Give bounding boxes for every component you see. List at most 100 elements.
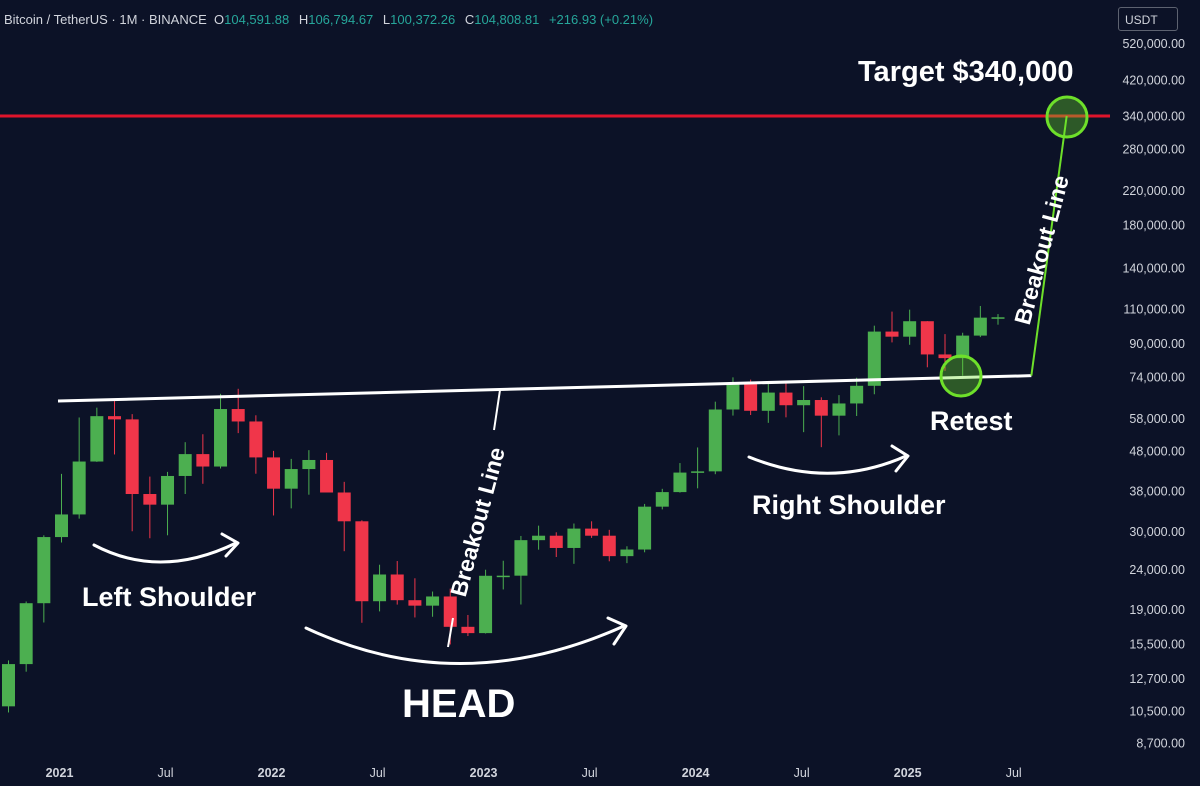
- candle-body: [108, 416, 122, 420]
- price-tick-label: 140,000.00: [1122, 261, 1185, 275]
- time-tick-label: 2023: [470, 766, 498, 780]
- candle-body: [744, 383, 758, 411]
- candle-body: [620, 549, 634, 557]
- candle-body: [284, 469, 298, 489]
- candle-body: [814, 400, 828, 416]
- candle-body: [90, 416, 104, 462]
- candle-body: [479, 575, 493, 634]
- time-tick-label: 2021: [46, 766, 74, 780]
- candle-body: [55, 514, 68, 538]
- candle-body: [196, 454, 210, 467]
- candle-body: [125, 419, 139, 495]
- candle-body: [1, 664, 15, 707]
- candle-body: [991, 317, 1005, 319]
- candle-body: [973, 317, 987, 336]
- target-annotation: Target $340,000: [858, 56, 1074, 88]
- candle-body: [638, 506, 652, 550]
- price-tick-label: 12,700.00: [1129, 672, 1185, 686]
- candle-body: [249, 421, 263, 458]
- candle-body: [267, 457, 281, 489]
- candle-body: [726, 383, 740, 410]
- breakout-leader-line-lower: [447, 617, 454, 648]
- price-tick-label: 30,000.00: [1129, 525, 1185, 539]
- candle-body: [337, 492, 351, 522]
- open-label: O: [214, 12, 225, 27]
- close-value: 104,808.81: [474, 12, 540, 27]
- high-value: 106,794.67: [308, 12, 374, 27]
- breakout-leader-line: [493, 389, 501, 431]
- candle-body: [885, 331, 899, 337]
- price-tick-label: 15,500.00: [1129, 638, 1185, 652]
- right-shoulder-arc: [747, 454, 908, 475]
- candle-body: [355, 521, 369, 602]
- price-tick-label: 8,700.00: [1136, 737, 1185, 751]
- candle-body: [231, 409, 245, 422]
- candles-layer: [1, 305, 1005, 713]
- low-value: 100,372.26: [390, 12, 456, 27]
- left-shoulder-annotation: Left Shoulder: [82, 582, 256, 612]
- time-tick-label: 2022: [258, 766, 286, 780]
- price-tick-label: 340,000.00: [1122, 110, 1185, 124]
- left-shoulder-arc: [92, 541, 238, 564]
- price-tick-label: 280,000.00: [1122, 143, 1185, 157]
- candle-body: [956, 335, 970, 359]
- open-value: 104,591.88: [224, 12, 290, 27]
- candle-body: [302, 459, 316, 470]
- candle-body: [178, 454, 192, 476]
- time-axis[interactable]: 2021 Jul 2022 Jul 2023 Jul 2024 Jul 2025 Jul: [46, 766, 1022, 780]
- candle-body: [585, 528, 599, 536]
- candle-body: [708, 409, 722, 472]
- candle-body: [797, 400, 811, 406]
- price-tick-label: 74,000.00: [1129, 370, 1185, 384]
- head-annotation: HEAD: [402, 682, 516, 726]
- candle-body: [691, 471, 705, 473]
- target-circle: [1045, 95, 1089, 139]
- low-label: L: [382, 12, 391, 27]
- retest-circle: [939, 354, 983, 398]
- candle-body: [72, 461, 86, 515]
- time-tick-label: Jul: [370, 766, 386, 780]
- neckline-trendline: [57, 374, 1032, 403]
- projection-trendline: [1030, 115, 1068, 376]
- candle-body: [320, 459, 334, 493]
- candle-body: [549, 535, 563, 548]
- candle-body: [832, 403, 846, 416]
- candle-body: [532, 535, 546, 541]
- change-value: +216.93 (+0.21%): [548, 12, 654, 27]
- candle-body: [214, 409, 228, 467]
- candle-body: [390, 574, 404, 601]
- candle-body: [143, 494, 157, 505]
- annotations-layer: [57, 95, 1089, 665]
- candle-body: [514, 540, 528, 576]
- candle-body: [655, 492, 669, 507]
- price-tick-label: 24,000.00: [1129, 563, 1185, 577]
- currency-selector[interactable]: USDT: [1118, 7, 1178, 31]
- candle-body: [373, 574, 387, 602]
- candle-body: [408, 600, 422, 606]
- time-tick-label: Jul: [158, 766, 174, 780]
- candle-body: [19, 603, 33, 665]
- ohlc-legend: Bitcoin / TetherUS · 1M · BINANCE O104,5…: [4, 12, 653, 27]
- price-tick-label: 110,000.00: [1123, 303, 1185, 317]
- price-tick-label: 420,000.00: [1122, 73, 1185, 87]
- candle-body: [602, 535, 616, 557]
- candle-body: [567, 528, 581, 548]
- candle-body: [903, 321, 917, 337]
- candle-body: [920, 321, 934, 355]
- high-label: H: [298, 12, 309, 27]
- candle-body: [761, 392, 775, 411]
- candle-body: [496, 575, 510, 578]
- head-arc: [304, 624, 626, 665]
- price-axis[interactable]: 520,000.00 420,000.00 340,000.00 280,000.00…: [1122, 37, 1185, 751]
- time-tick-label: 2025: [894, 766, 922, 780]
- symbol-label[interactable]: Bitcoin / TetherUS · 1M · BINANCE: [4, 12, 207, 27]
- price-tick-label: 520,000.00: [1122, 37, 1185, 51]
- price-tick-label: 58,000.00: [1129, 412, 1185, 426]
- left-shoulder-arc-arrowhead: [220, 532, 240, 558]
- time-tick-label: 2024: [682, 766, 710, 780]
- candle-body: [850, 385, 864, 404]
- right-shoulder-annotation: Right Shoulder: [752, 490, 946, 520]
- candle-body: [779, 392, 793, 406]
- price-tick-label: 19,000.00: [1129, 603, 1185, 617]
